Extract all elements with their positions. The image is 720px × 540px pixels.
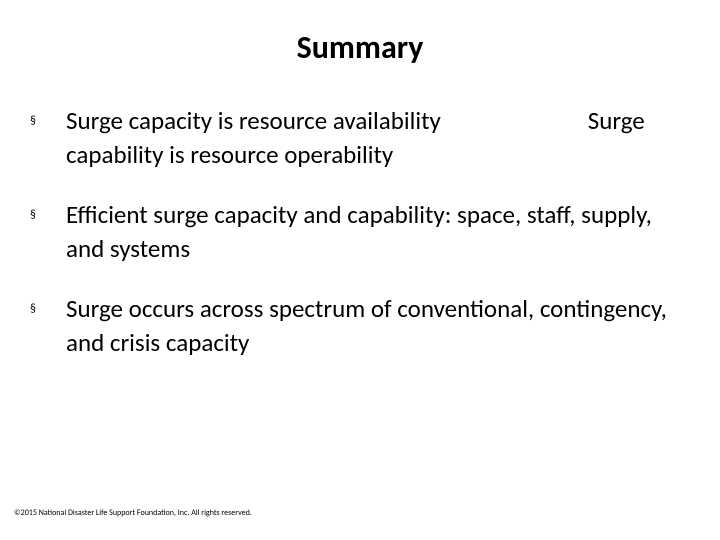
slide: Summary § Surge capacity is resource ava… <box>0 0 720 540</box>
bullet-text: Surge capacity is resource availability … <box>66 104 690 172</box>
bullet-marker-icon: § <box>30 104 42 138</box>
copyright-footer: ©2015 National Disaster Life Support Fou… <box>14 508 252 518</box>
bullet-text: Efficient surge capacity and capability:… <box>66 198 690 266</box>
bullet-marker-icon: § <box>30 198 42 232</box>
bullet-item: § Surge occurs across spectrum of conven… <box>30 292 690 360</box>
slide-title: Summary <box>0 28 720 67</box>
slide-body: § Surge capacity is resource availabilit… <box>30 104 690 386</box>
bullet-text: Surge occurs across spectrum of conventi… <box>66 292 690 360</box>
bullet-item: § Surge capacity is resource availabilit… <box>30 104 690 172</box>
bullet-item: § Efficient surge capacity and capabilit… <box>30 198 690 266</box>
bullet-marker-icon: § <box>30 292 42 326</box>
